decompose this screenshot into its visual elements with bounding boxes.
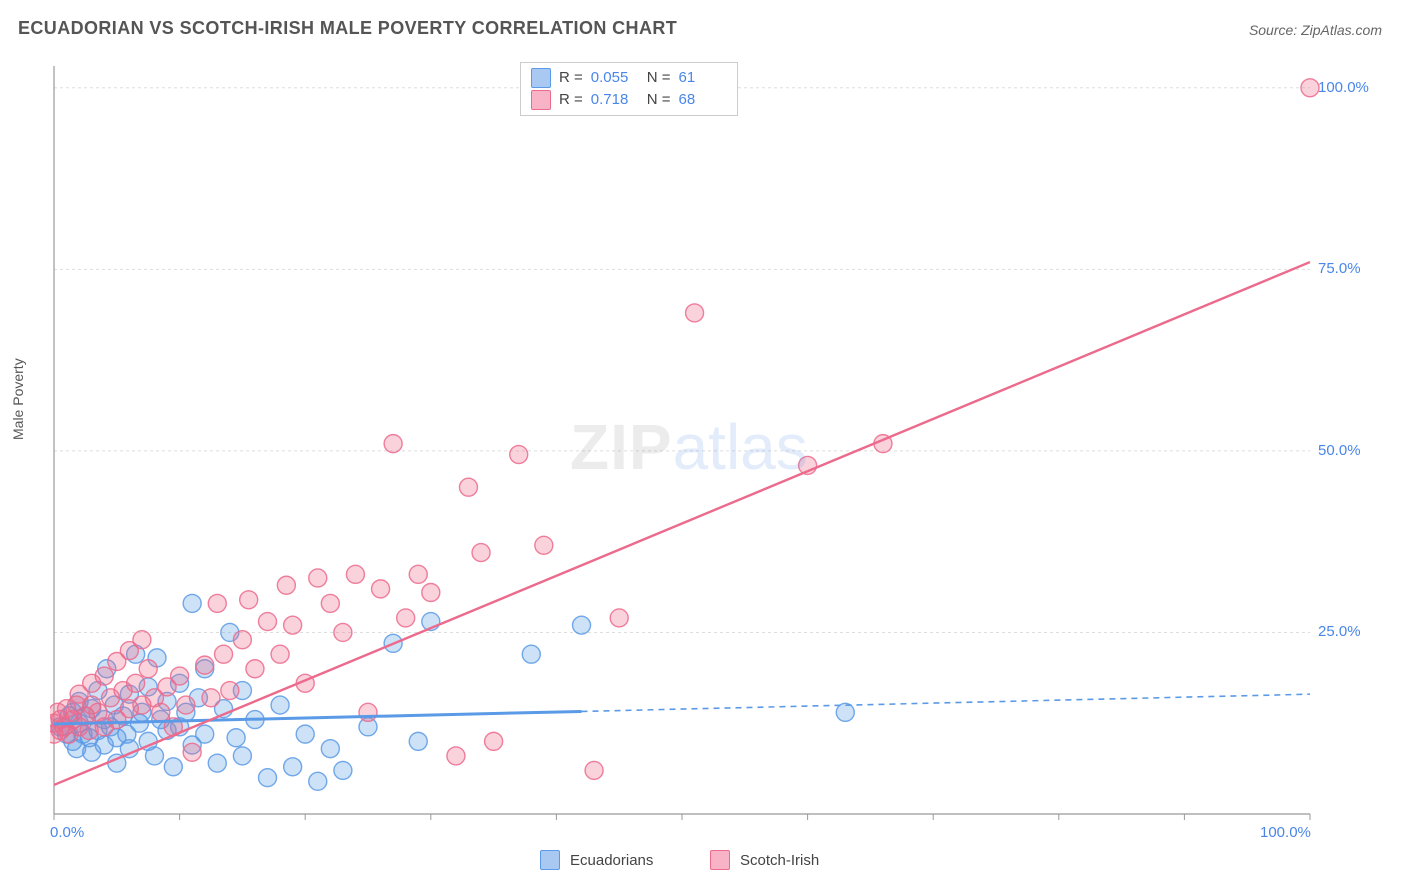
legend-stats-row-1: R = 0.055 N = 61 [531,67,727,89]
swatch-scotch-irish-bottom [710,850,730,870]
y-axis-tick-label: 25.0% [1318,623,1361,640]
r-label: R = [559,67,583,89]
x-axis-tick-label: 100.0% [1260,824,1311,841]
n-label: N = [647,67,671,89]
swatch-scotch-irish [531,90,551,110]
n-label: N = [647,89,671,111]
legend-stats: R = 0.055 N = 61 R = 0.718 N = 68 [520,62,738,116]
source-attribution: Source: ZipAtlas.com [1249,22,1382,38]
plot-area: ZIPatlas R = 0.055 N = 61 R = 0.718 N = … [50,60,1370,830]
legend-label-ecuadorians: Ecuadorians [570,852,653,869]
swatch-ecuadorians [531,68,551,88]
legend-series-2: Scotch-Irish [710,850,819,870]
chart-title: ECUADORIAN VS SCOTCH-IRISH MALE POVERTY … [18,18,677,39]
legend-label-scotch-irish: Scotch-Irish [740,852,819,869]
r-value-2: 0.718 [591,89,639,111]
scatter-plot-svg [50,60,1370,830]
swatch-ecuadorians-bottom [540,850,560,870]
r-value-1: 0.055 [591,67,639,89]
y-axis-tick-label: 100.0% [1318,79,1369,96]
legend-series-1: Ecuadorians [540,850,653,870]
r-label: R = [559,89,583,111]
legend-stats-row-2: R = 0.718 N = 68 [531,89,727,111]
y-axis-label: Male Poverty [10,358,26,440]
n-value-2: 68 [679,89,727,111]
y-axis-tick-label: 75.0% [1318,260,1361,277]
x-axis-tick-label: 0.0% [50,824,84,841]
n-value-1: 61 [679,67,727,89]
y-axis-tick-label: 50.0% [1318,442,1361,459]
